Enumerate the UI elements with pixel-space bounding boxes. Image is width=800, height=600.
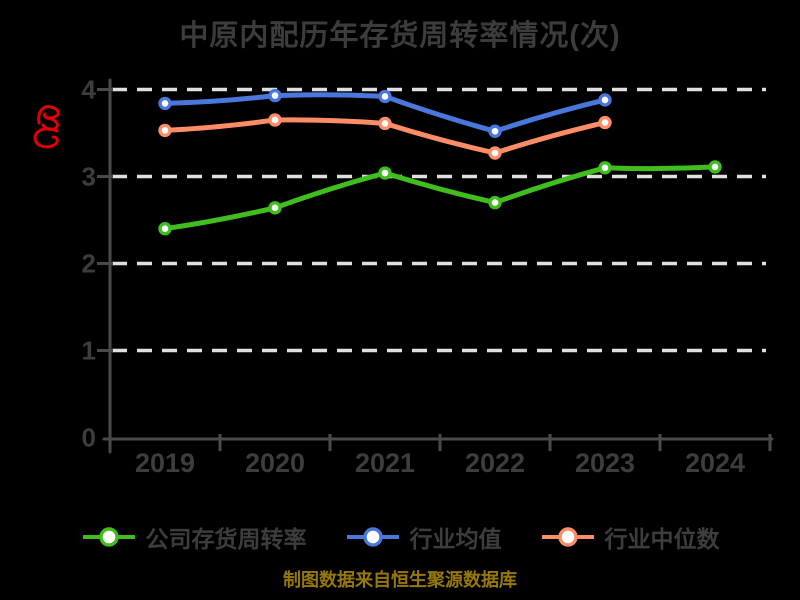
y-tick-label: 2 bbox=[82, 249, 96, 279]
legend-label-industry-mean: 行业均值 bbox=[409, 526, 502, 552]
data-point-marker bbox=[378, 116, 392, 131]
y-tick-label: 0 bbox=[82, 423, 96, 453]
data-point-marker bbox=[598, 115, 612, 130]
chart-title: 中原内配历年存货周转率情况(次) bbox=[179, 20, 621, 52]
legend-item-industry-median: 行业中位数 bbox=[540, 520, 720, 554]
legend-marker-company-icon bbox=[82, 527, 135, 547]
data-point-marker bbox=[268, 113, 282, 127]
data-point-marker bbox=[378, 89, 392, 104]
x-tick-label: 2023 bbox=[575, 448, 635, 478]
legend-marker-industry-mean-icon bbox=[346, 527, 399, 547]
data-source-note: 制图数据来自恒生聚源数据库 bbox=[283, 570, 517, 590]
y-tick-label: 4 bbox=[82, 75, 97, 105]
data-point-marker bbox=[268, 201, 282, 215]
data-point-marker bbox=[488, 124, 502, 138]
data-point-marker bbox=[598, 93, 612, 107]
x-tick-label: 2022 bbox=[465, 448, 525, 478]
legend-label-industry-median: 行业中位数 bbox=[604, 526, 720, 552]
legend-item-company-turnover: 公司存货周转率 bbox=[81, 520, 307, 554]
legend-label-company: 公司存货周转率 bbox=[145, 526, 307, 552]
x-tick-label: 2020 bbox=[245, 448, 305, 478]
legend-item-industry-mean: 行业均值 bbox=[345, 520, 502, 554]
data-point-marker bbox=[598, 161, 612, 175]
data-point-marker bbox=[158, 221, 172, 236]
red-scribble-strokes bbox=[33, 105, 60, 149]
y-tick-label: 3 bbox=[82, 162, 96, 192]
legend-marker-industry-median-icon bbox=[541, 527, 594, 547]
x-tick-label: 2021 bbox=[355, 448, 415, 478]
data-point-marker bbox=[708, 160, 722, 174]
y-tick-label: 1 bbox=[82, 336, 96, 366]
red-watermark-glyph bbox=[33, 105, 60, 149]
data-point-marker bbox=[488, 195, 502, 210]
data-point-marker bbox=[378, 166, 392, 180]
x-tick-label: 2019 bbox=[135, 448, 195, 478]
x-tick-label: 2024 bbox=[685, 448, 745, 478]
data-point-marker bbox=[488, 146, 502, 160]
data-point-marker bbox=[158, 123, 172, 138]
data-point-marker bbox=[268, 88, 282, 103]
series-line-0 bbox=[162, 164, 718, 232]
data-point-marker bbox=[158, 96, 172, 111]
chart-legend: 公司存货周转率 行业均值 行业中位数 bbox=[0, 520, 800, 554]
